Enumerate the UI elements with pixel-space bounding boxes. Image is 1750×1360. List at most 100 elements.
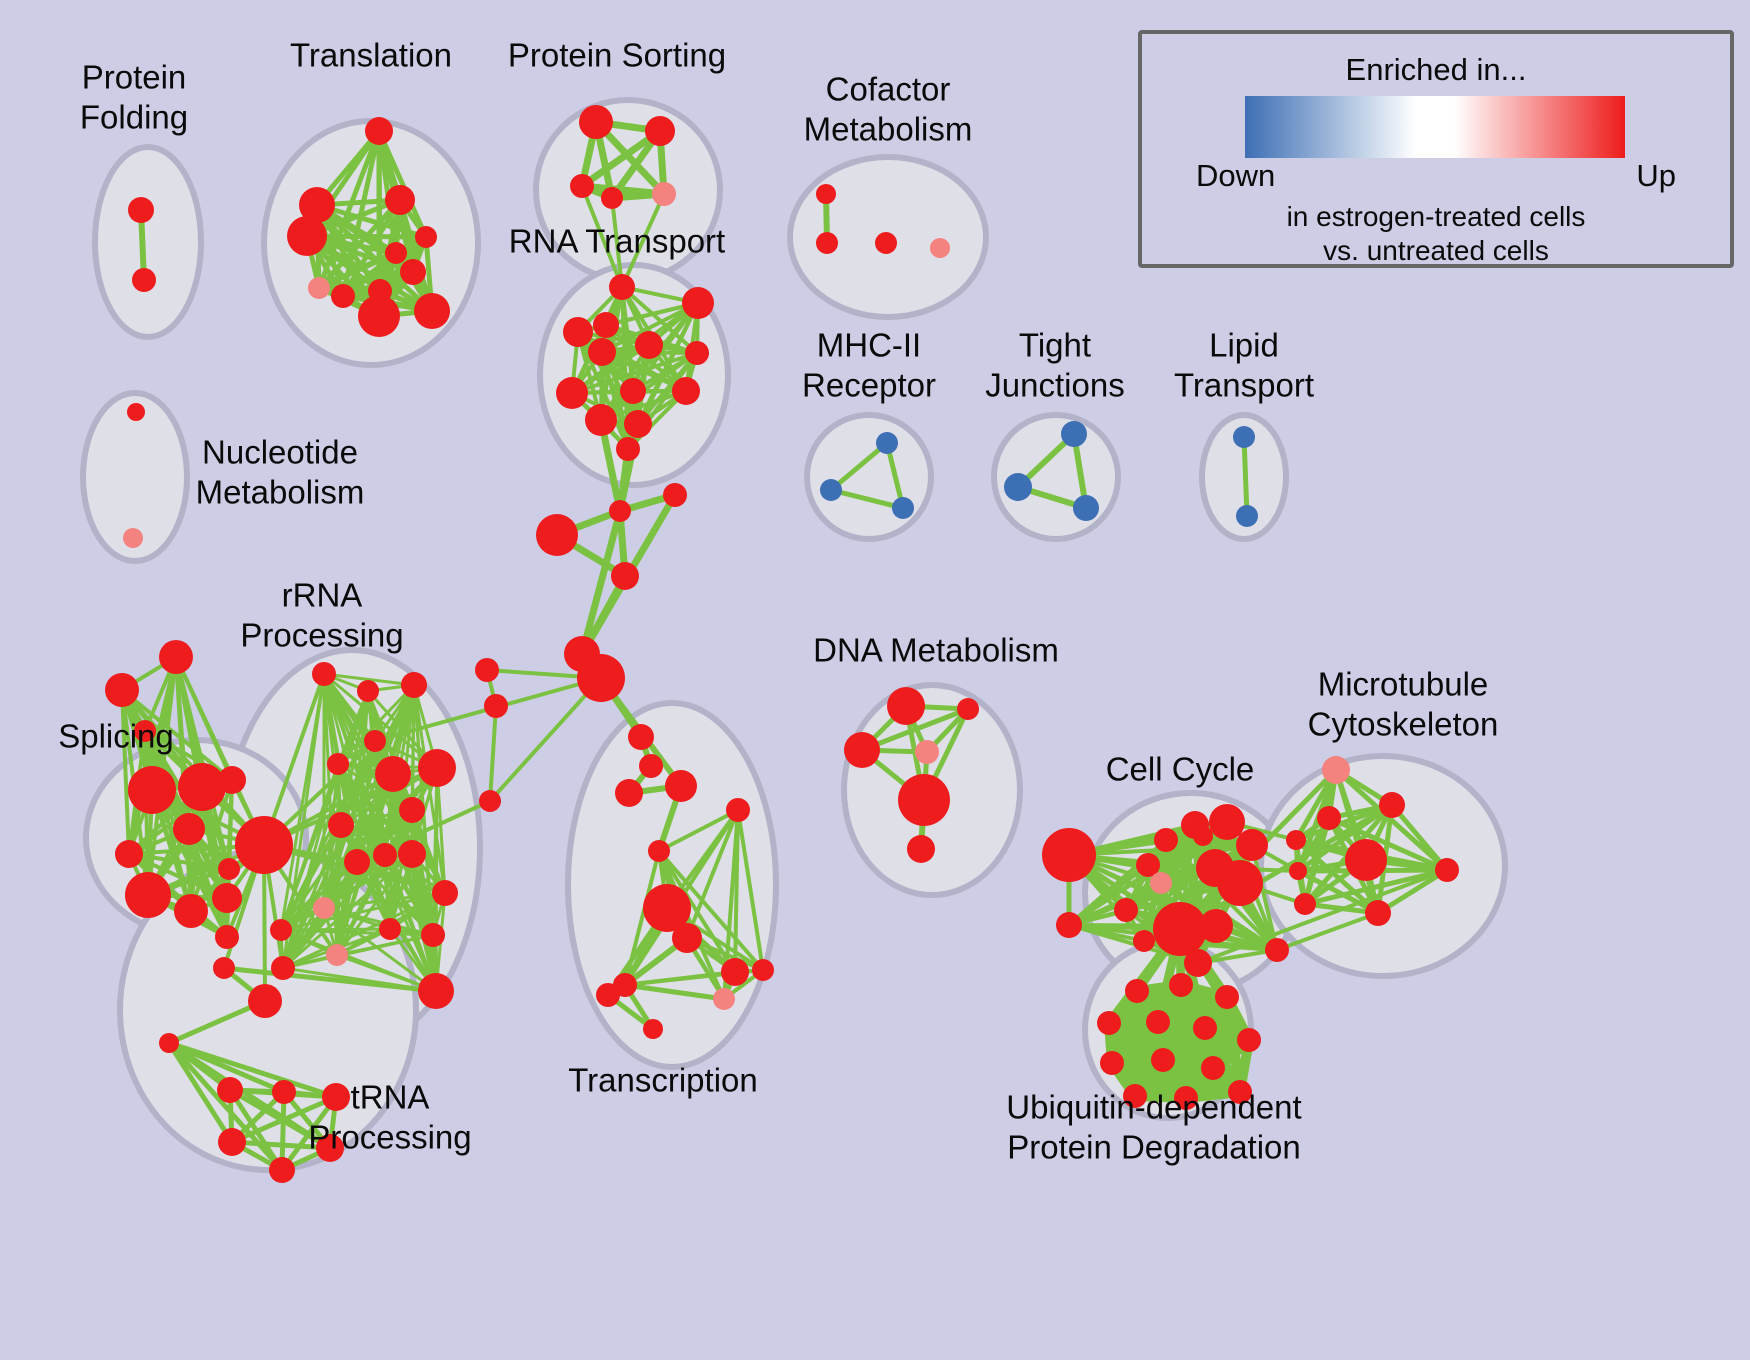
gene-set-node[interactable] (816, 184, 836, 204)
gene-set-node[interactable] (620, 378, 646, 404)
gene-set-node[interactable] (1100, 1051, 1124, 1075)
gene-set-node[interactable] (665, 770, 697, 802)
gene-set-node[interactable] (373, 843, 397, 867)
gene-set-node[interactable] (379, 918, 401, 940)
gene-set-node[interactable] (1199, 909, 1233, 943)
gene-set-node[interactable] (1236, 829, 1268, 861)
gene-set-node[interactable] (645, 116, 675, 146)
gene-set-node[interactable] (611, 562, 639, 590)
gene-set-node[interactable] (385, 242, 407, 264)
gene-set-node[interactable] (215, 925, 239, 949)
gene-set-node[interactable] (685, 341, 709, 365)
gene-set-node[interactable] (816, 232, 838, 254)
gene-set-node[interactable] (596, 983, 620, 1007)
gene-set-node[interactable] (365, 117, 393, 145)
gene-set-node[interactable] (672, 923, 702, 953)
gene-set-node[interactable] (1193, 1016, 1217, 1040)
gene-set-node[interactable] (820, 479, 842, 501)
gene-set-node[interactable] (399, 797, 425, 823)
gene-set-node[interactable] (1184, 949, 1212, 977)
gene-set-node[interactable] (299, 187, 335, 223)
gene-set-node[interactable] (579, 105, 613, 139)
gene-set-node[interactable] (269, 1157, 295, 1183)
cluster-blob-nucleotide-metabolism[interactable] (80, 390, 190, 564)
gene-set-node[interactable] (1217, 860, 1263, 906)
gene-set-node[interactable] (213, 957, 235, 979)
gene-set-node[interactable] (585, 404, 617, 436)
gene-set-node[interactable] (326, 944, 348, 966)
gene-set-node[interactable] (536, 514, 578, 556)
gene-set-node[interactable] (1151, 1048, 1175, 1072)
gene-set-node[interactable] (115, 840, 143, 868)
gene-set-node[interactable] (1181, 811, 1209, 839)
gene-set-node[interactable] (616, 437, 640, 461)
gene-set-node[interactable] (1153, 902, 1207, 956)
gene-set-node[interactable] (398, 840, 426, 868)
gene-set-node[interactable] (128, 766, 176, 814)
gene-set-node[interactable] (212, 883, 242, 913)
gene-set-node[interactable] (713, 988, 735, 1010)
gene-set-node[interactable] (415, 226, 437, 248)
gene-set-node[interactable] (128, 197, 154, 223)
gene-set-node[interactable] (123, 528, 143, 548)
gene-set-node[interactable] (357, 680, 379, 702)
gene-set-node[interactable] (322, 1083, 350, 1111)
gene-set-node[interactable] (1154, 828, 1178, 852)
gene-set-node[interactable] (1097, 1011, 1121, 1035)
gene-set-node[interactable] (1056, 912, 1082, 938)
gene-set-node[interactable] (876, 432, 898, 454)
gene-set-node[interactable] (385, 185, 415, 215)
gene-set-node[interactable] (364, 730, 386, 752)
gene-set-node[interactable] (844, 732, 880, 768)
gene-set-node[interactable] (643, 884, 691, 932)
gene-set-node[interactable] (328, 812, 354, 838)
gene-set-node[interactable] (624, 410, 652, 438)
gene-set-node[interactable] (588, 338, 616, 366)
gene-set-node[interactable] (421, 923, 445, 947)
gene-set-node[interactable] (898, 774, 950, 826)
gene-set-node[interactable] (875, 232, 897, 254)
gene-set-node[interactable] (907, 835, 935, 863)
gene-set-node[interactable] (1201, 1056, 1225, 1080)
gene-set-node[interactable] (1114, 898, 1138, 922)
gene-set-node[interactable] (178, 763, 226, 811)
gene-set-node[interactable] (432, 880, 458, 906)
gene-set-node[interactable] (577, 654, 625, 702)
gene-set-node[interactable] (174, 894, 208, 928)
gene-set-node[interactable] (1345, 839, 1387, 881)
gene-set-node[interactable] (721, 958, 749, 986)
gene-set-node[interactable] (248, 984, 282, 1018)
gene-set-node[interactable] (270, 919, 292, 941)
gene-set-node[interactable] (887, 687, 925, 725)
gene-set-node[interactable] (563, 317, 593, 347)
gene-set-node[interactable] (1209, 804, 1245, 840)
gene-set-node[interactable] (217, 1077, 243, 1103)
gene-set-node[interactable] (235, 816, 293, 874)
gene-set-node[interactable] (418, 749, 456, 787)
gene-set-node[interactable] (1004, 473, 1032, 501)
gene-set-node[interactable] (652, 182, 676, 206)
gene-set-node[interactable] (1042, 828, 1096, 882)
gene-set-node[interactable] (1215, 985, 1239, 1009)
gene-set-node[interactable] (132, 268, 156, 292)
gene-set-node[interactable] (312, 662, 336, 686)
gene-set-node[interactable] (344, 849, 370, 875)
gene-set-node[interactable] (125, 872, 171, 918)
gene-set-node[interactable] (218, 858, 240, 880)
gene-set-node[interactable] (479, 790, 501, 812)
gene-set-node[interactable] (1379, 792, 1405, 818)
gene-set-node[interactable] (1133, 930, 1155, 952)
gene-set-node[interactable] (313, 897, 335, 919)
gene-set-node[interactable] (1289, 862, 1307, 880)
gene-set-node[interactable] (134, 720, 156, 742)
gene-set-node[interactable] (556, 377, 588, 409)
gene-set-node[interactable] (375, 756, 411, 792)
gene-set-node[interactable] (682, 287, 714, 319)
gene-set-node[interactable] (173, 813, 205, 845)
gene-set-node[interactable] (601, 187, 623, 209)
gene-set-node[interactable] (1123, 1084, 1147, 1108)
gene-set-node[interactable] (400, 259, 426, 285)
gene-set-node[interactable] (628, 724, 654, 750)
gene-set-node[interactable] (615, 779, 643, 807)
gene-set-node[interactable] (1233, 426, 1255, 448)
